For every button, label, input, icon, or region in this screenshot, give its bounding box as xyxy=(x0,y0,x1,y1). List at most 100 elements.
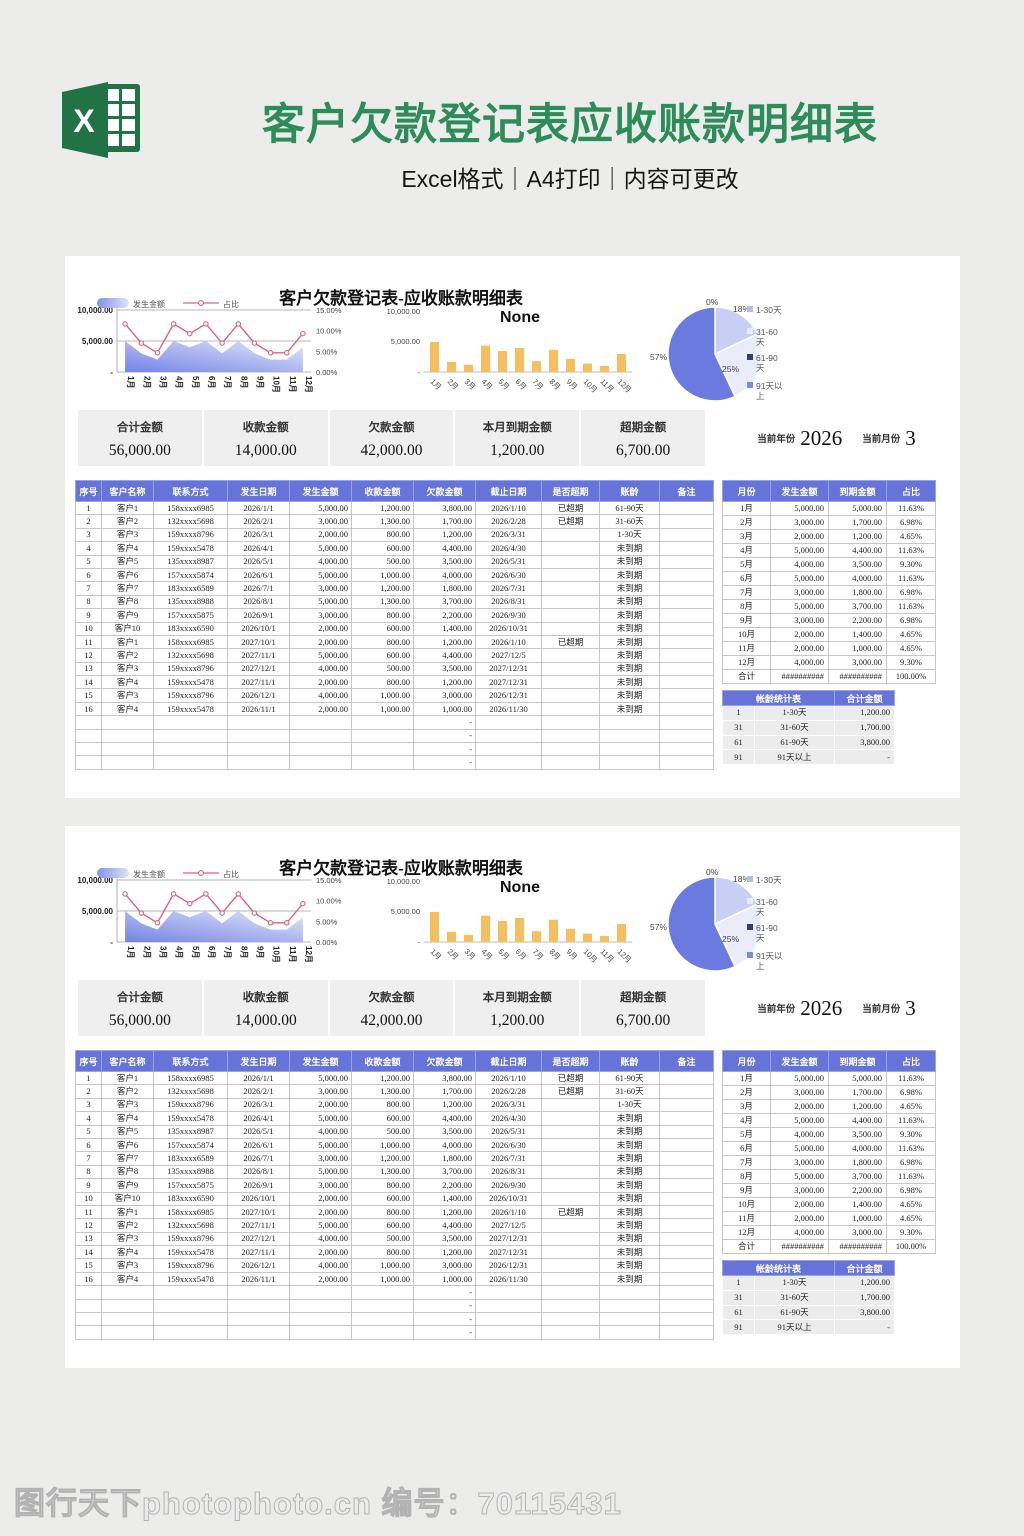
summary-strip: 合计金额 56,000.00 收款金额 14,000.00 欠款金额 42,000.00 本… xyxy=(78,410,705,466)
cell: 2026/8/1 xyxy=(227,594,290,610)
cell xyxy=(227,742,290,757)
data-point xyxy=(251,340,258,346)
cell: 159xxxx5478 xyxy=(153,701,228,717)
cell: 1,700.00 xyxy=(413,1084,476,1099)
cell: 4,400.00 xyxy=(413,541,476,556)
x-tick: 2月 xyxy=(446,377,461,392)
cell: 61-90天 xyxy=(599,500,660,516)
cell: 2026/12/1 xyxy=(227,688,290,703)
cell: 4,000.00 xyxy=(770,557,829,572)
cell xyxy=(541,1218,600,1233)
x-tick: 6月 xyxy=(514,377,529,392)
cell: 800.00 xyxy=(351,1178,414,1193)
cell: 已超期 xyxy=(541,1084,600,1099)
cell: 10月 xyxy=(722,627,771,642)
y-tick: - xyxy=(110,938,113,947)
cell xyxy=(227,1325,290,1340)
cell: 客户3 xyxy=(101,1097,154,1113)
cell: 5,000.00 xyxy=(289,1164,352,1180)
cell: 客户10 xyxy=(101,1191,154,1206)
page-title: 客户欠款登记表应收账款明细表 xyxy=(262,101,878,149)
cell: 1 xyxy=(722,1275,755,1291)
cell: 600.00 xyxy=(351,1191,414,1206)
cell: 5,000.00 xyxy=(828,1071,887,1086)
cell: 客户1 xyxy=(101,500,154,516)
cell: 2026/2/28 xyxy=(475,514,542,529)
table-row: 91 91天以上 - xyxy=(722,1319,896,1336)
cell xyxy=(599,742,660,757)
cell: 12 xyxy=(75,1218,102,1233)
legend-label: 天 xyxy=(756,933,765,943)
x-tick: 10月 xyxy=(272,376,281,393)
header-row: 帐龄统计表 合计金额 xyxy=(721,1260,896,1276)
cell xyxy=(351,1325,414,1340)
cell: 11.63% xyxy=(886,1169,936,1184)
cell: 11月 xyxy=(722,641,771,656)
data-point xyxy=(154,920,161,926)
cell: 2026/7/1 xyxy=(227,581,290,596)
cell: 3,500.00 xyxy=(828,1127,887,1142)
cell: 9.30% xyxy=(886,557,936,572)
pie-slice xyxy=(714,306,759,356)
data-point xyxy=(203,321,209,327)
pie-value-label: 57% xyxy=(650,352,667,362)
cell: 600.00 xyxy=(351,648,414,663)
legend-label: 31-60 xyxy=(756,897,778,907)
table-row: 4月 5,000.00 4,400.00 11.63% xyxy=(722,1113,936,1128)
cell: 5 xyxy=(75,554,102,569)
cell: 5 xyxy=(75,1124,102,1139)
cell xyxy=(541,1285,600,1300)
current-month: 当前月份 3 xyxy=(862,426,916,451)
cell: 客户4 xyxy=(101,1245,154,1260)
cell xyxy=(599,1285,660,1300)
cell: 11 xyxy=(75,634,102,650)
table-row: 91 91天以上 - xyxy=(722,749,896,766)
cell: 1,700.00 xyxy=(413,514,476,529)
cell xyxy=(659,1231,714,1247)
cell: 2026/4/1 xyxy=(227,541,290,556)
cell: 2027/10/1 xyxy=(227,634,290,650)
legend-swatch xyxy=(747,952,753,958)
cell: 3,000.00 xyxy=(289,581,352,596)
cell: 3,000.00 xyxy=(289,514,352,529)
legend-label: 91天以 xyxy=(756,951,783,961)
cell xyxy=(659,514,714,529)
table-row: 11 客户1 158xxxx6985 2027/10/1 2,000.00 800.00 1… xyxy=(75,1204,714,1220)
cell xyxy=(227,1285,290,1300)
column-header: 客户名称 xyxy=(101,1050,154,1072)
table-row: 9 客户9 157xxxx5875 2026/9/1 3,000.00 800.00 2,2… xyxy=(75,608,714,623)
cell: 5,000.00 xyxy=(289,541,352,556)
cell: 1,700.00 xyxy=(828,1085,887,1100)
cell xyxy=(541,1151,600,1166)
cell: 5,000.00 xyxy=(289,1070,352,1086)
cell: 未到期 xyxy=(599,675,660,690)
pie-value-label: 25% xyxy=(722,934,739,944)
cell: 3,000.00 xyxy=(770,515,829,530)
x-tick: 10月 xyxy=(272,946,281,963)
table-row: 4 客户4 159xxxx5478 2026/4/1 5,000.00 600.00 4,4… xyxy=(75,1111,714,1126)
cell: 9.30% xyxy=(886,1225,936,1240)
data-point xyxy=(122,891,128,897)
table-row: 1月 5,000.00 5,000.00 11.63% xyxy=(722,1071,936,1086)
column-header: 联系方式 xyxy=(153,480,228,502)
table-row: 61 61-90天 3,800.00 xyxy=(722,1304,896,1321)
cell xyxy=(289,728,352,744)
cell: 客户3 xyxy=(101,1258,154,1273)
cell: 2,000.00 xyxy=(770,529,829,544)
cell xyxy=(659,608,714,623)
cell: 1,000.00 xyxy=(351,567,414,583)
cell xyxy=(475,1325,542,1340)
empty-row: - xyxy=(75,742,714,757)
cell: 500.00 xyxy=(351,554,414,569)
cell: 未到期 xyxy=(599,1258,660,1273)
column-header: 发生金额 xyxy=(770,1050,829,1072)
legend-line-marker xyxy=(198,870,204,876)
cell: 客户8 xyxy=(101,594,154,610)
x-tick: 1月 xyxy=(126,376,135,388)
cell xyxy=(659,701,714,717)
cell: 未到期 xyxy=(599,608,660,623)
table-row: 11月 2,000.00 1,000.00 4.65% xyxy=(722,1211,936,1226)
data-point xyxy=(219,340,225,346)
cell xyxy=(659,1084,714,1099)
cell: - xyxy=(413,728,476,744)
